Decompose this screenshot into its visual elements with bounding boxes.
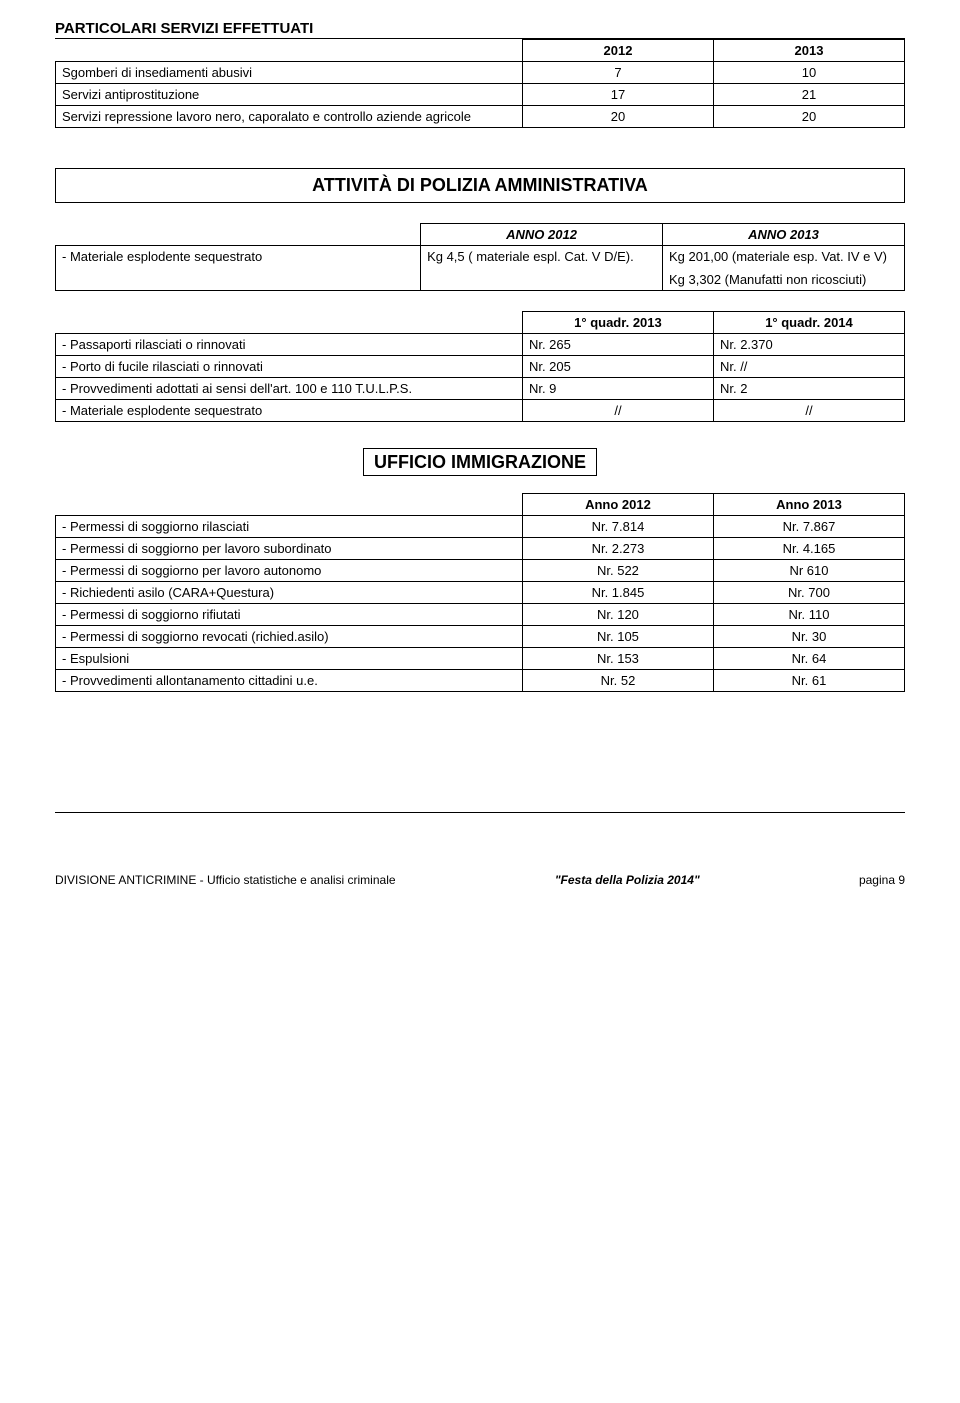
row-label: - Porto di fucile rilasciati o rinnovati bbox=[56, 356, 523, 378]
row-label: Sgomberi di insediamenti abusivi bbox=[56, 62, 523, 84]
footer-center: "Festa della Polizia 2014" bbox=[555, 873, 700, 887]
table-row: - Permessi di soggiorno per lavoro auton… bbox=[56, 560, 905, 582]
section3-year-right: 1° quadr. 2014 bbox=[713, 312, 904, 334]
row-val2: Nr. 7.867 bbox=[713, 516, 904, 538]
row-val1: 17 bbox=[522, 84, 713, 106]
row-label: - Provvedimenti allontanamento cittadini… bbox=[56, 670, 523, 692]
row-label: Servizi repressione lavoro nero, caporal… bbox=[56, 106, 523, 128]
row-val1: Nr. 105 bbox=[522, 626, 713, 648]
section4-table: Anno 2012 Anno 2013 - Permessi di soggio… bbox=[55, 493, 905, 692]
row-val2: Nr. 2.370 bbox=[713, 334, 904, 356]
table-row: - Permessi di soggiorno revocati (richie… bbox=[56, 626, 905, 648]
row-val1: Nr. 205 bbox=[522, 356, 713, 378]
section4-title-wrap: UFFICIO IMMIGRAZIONE bbox=[55, 452, 905, 473]
table-row: Servizi repressione lavoro nero, caporal… bbox=[56, 106, 905, 128]
row-val2: Nr. // bbox=[713, 356, 904, 378]
row-label: - Permessi di soggiorno per lavoro subor… bbox=[56, 538, 523, 560]
row-val2: Nr. 64 bbox=[713, 648, 904, 670]
row-label: - Permessi di soggiorno rifiutati bbox=[56, 604, 523, 626]
row-val2: 20 bbox=[713, 106, 904, 128]
row-val2: Nr. 110 bbox=[713, 604, 904, 626]
row-val1: Nr. 2.273 bbox=[522, 538, 713, 560]
section4-year-left: Anno 2012 bbox=[522, 494, 713, 516]
row-label: - Richiedenti asilo (CARA+Questura) bbox=[56, 582, 523, 604]
row-val2: Nr. 61 bbox=[713, 670, 904, 692]
section2-year-left: ANNO 2012 bbox=[421, 224, 663, 246]
row-val2: Nr. 30 bbox=[713, 626, 904, 648]
table-row: - Materiale esplodente sequestrato Kg 4,… bbox=[56, 246, 905, 291]
table-row: - Porto di fucile rilasciati o rinnovati… bbox=[56, 356, 905, 378]
row-val1: Nr. 265 bbox=[522, 334, 713, 356]
row-val1: Nr. 153 bbox=[522, 648, 713, 670]
row-val1: Nr. 9 bbox=[522, 378, 713, 400]
row-val1: Nr. 120 bbox=[522, 604, 713, 626]
blank-cell bbox=[56, 494, 523, 516]
row-val1: Nr. 7.814 bbox=[522, 516, 713, 538]
table-row: - Provvedimenti allontanamento cittadini… bbox=[56, 670, 905, 692]
cell-line2: Kg 3,302 (Manufatti non ricosciuti) bbox=[669, 272, 898, 287]
row-val1: 20 bbox=[522, 106, 713, 128]
table-row: - Permessi di soggiorno rilasciati Nr. 7… bbox=[56, 516, 905, 538]
row-label: - Permessi di soggiorno per lavoro auton… bbox=[56, 560, 523, 582]
row-label: - Provvedimenti adottati ai sensi dell'a… bbox=[56, 378, 523, 400]
section1-title: PARTICOLARI SERVIZI EFFETTUATI bbox=[55, 20, 905, 39]
blank-cell bbox=[56, 224, 421, 246]
row-val2: 10 bbox=[713, 62, 904, 84]
section3-year-left: 1° quadr. 2013 bbox=[522, 312, 713, 334]
blank-cell bbox=[56, 312, 523, 334]
section2-year-right: ANNO 2013 bbox=[663, 224, 905, 246]
blank-cell bbox=[56, 40, 523, 62]
row-val1: Nr. 522 bbox=[522, 560, 713, 582]
section2-title: ATTIVITÀ DI POLIZIA AMMINISTRATIVA bbox=[55, 168, 905, 203]
cell-line1: Kg 201,00 (materiale esp. Vat. IV e V) bbox=[669, 249, 898, 264]
table-row: - Espulsioni Nr. 153 Nr. 64 bbox=[56, 648, 905, 670]
row-label: - Passaporti rilasciati o rinnovati bbox=[56, 334, 523, 356]
row-label: - Permessi di soggiorno revocati (richie… bbox=[56, 626, 523, 648]
row-val2: 21 bbox=[713, 84, 904, 106]
row-val2: Nr. 700 bbox=[713, 582, 904, 604]
table-row: - Materiale esplodente sequestrato // // bbox=[56, 400, 905, 422]
row-label: Servizi antiprostituzione bbox=[56, 84, 523, 106]
table-row: - Permessi di soggiorno per lavoro subor… bbox=[56, 538, 905, 560]
section1-year-left: 2012 bbox=[522, 40, 713, 62]
row-label: - Espulsioni bbox=[56, 648, 523, 670]
row-val2: // bbox=[713, 400, 904, 422]
table-row: Servizi antiprostituzione 17 21 bbox=[56, 84, 905, 106]
row-val2: Nr 610 bbox=[713, 560, 904, 582]
row-label: - Permessi di soggiorno rilasciati bbox=[56, 516, 523, 538]
footer-right: pagina 9 bbox=[859, 873, 905, 887]
row-label: - Materiale esplodente sequestrato bbox=[56, 246, 421, 291]
table-row: - Provvedimenti adottati ai sensi dell'a… bbox=[56, 378, 905, 400]
row-val1: 7 bbox=[522, 62, 713, 84]
section1-year-right: 2013 bbox=[713, 40, 904, 62]
section4-title: UFFICIO IMMIGRAZIONE bbox=[363, 448, 597, 476]
row-val1: // bbox=[522, 400, 713, 422]
section4-year-right: Anno 2013 bbox=[713, 494, 904, 516]
row-val1: Kg 4,5 ( materiale espl. Cat. V D/E). bbox=[421, 246, 663, 291]
row-label: - Materiale esplodente sequestrato bbox=[56, 400, 523, 422]
footer: DIVISIONE ANTICRIMINE - Ufficio statisti… bbox=[55, 873, 905, 887]
section3-table: 1° quadr. 2013 1° quadr. 2014 - Passapor… bbox=[55, 311, 905, 422]
section1-table: 2012 2013 Sgomberi di insediamenti abusi… bbox=[55, 39, 905, 128]
row-val1: Nr. 52 bbox=[522, 670, 713, 692]
section2-table: ANNO 2012 ANNO 2013 - Materiale esploden… bbox=[55, 223, 905, 291]
row-val2: Nr. 2 bbox=[713, 378, 904, 400]
row-val1: Nr. 1.845 bbox=[522, 582, 713, 604]
table-row: - Richiedenti asilo (CARA+Questura) Nr. … bbox=[56, 582, 905, 604]
footer-left: DIVISIONE ANTICRIMINE - Ufficio statisti… bbox=[55, 873, 396, 887]
row-val2: Kg 201,00 (materiale esp. Vat. IV e V) K… bbox=[663, 246, 905, 291]
table-row: Sgomberi di insediamenti abusivi 7 10 bbox=[56, 62, 905, 84]
row-val2: Nr. 4.165 bbox=[713, 538, 904, 560]
table-row: - Permessi di soggiorno rifiutati Nr. 12… bbox=[56, 604, 905, 626]
table-row: - Passaporti rilasciati o rinnovati Nr. … bbox=[56, 334, 905, 356]
